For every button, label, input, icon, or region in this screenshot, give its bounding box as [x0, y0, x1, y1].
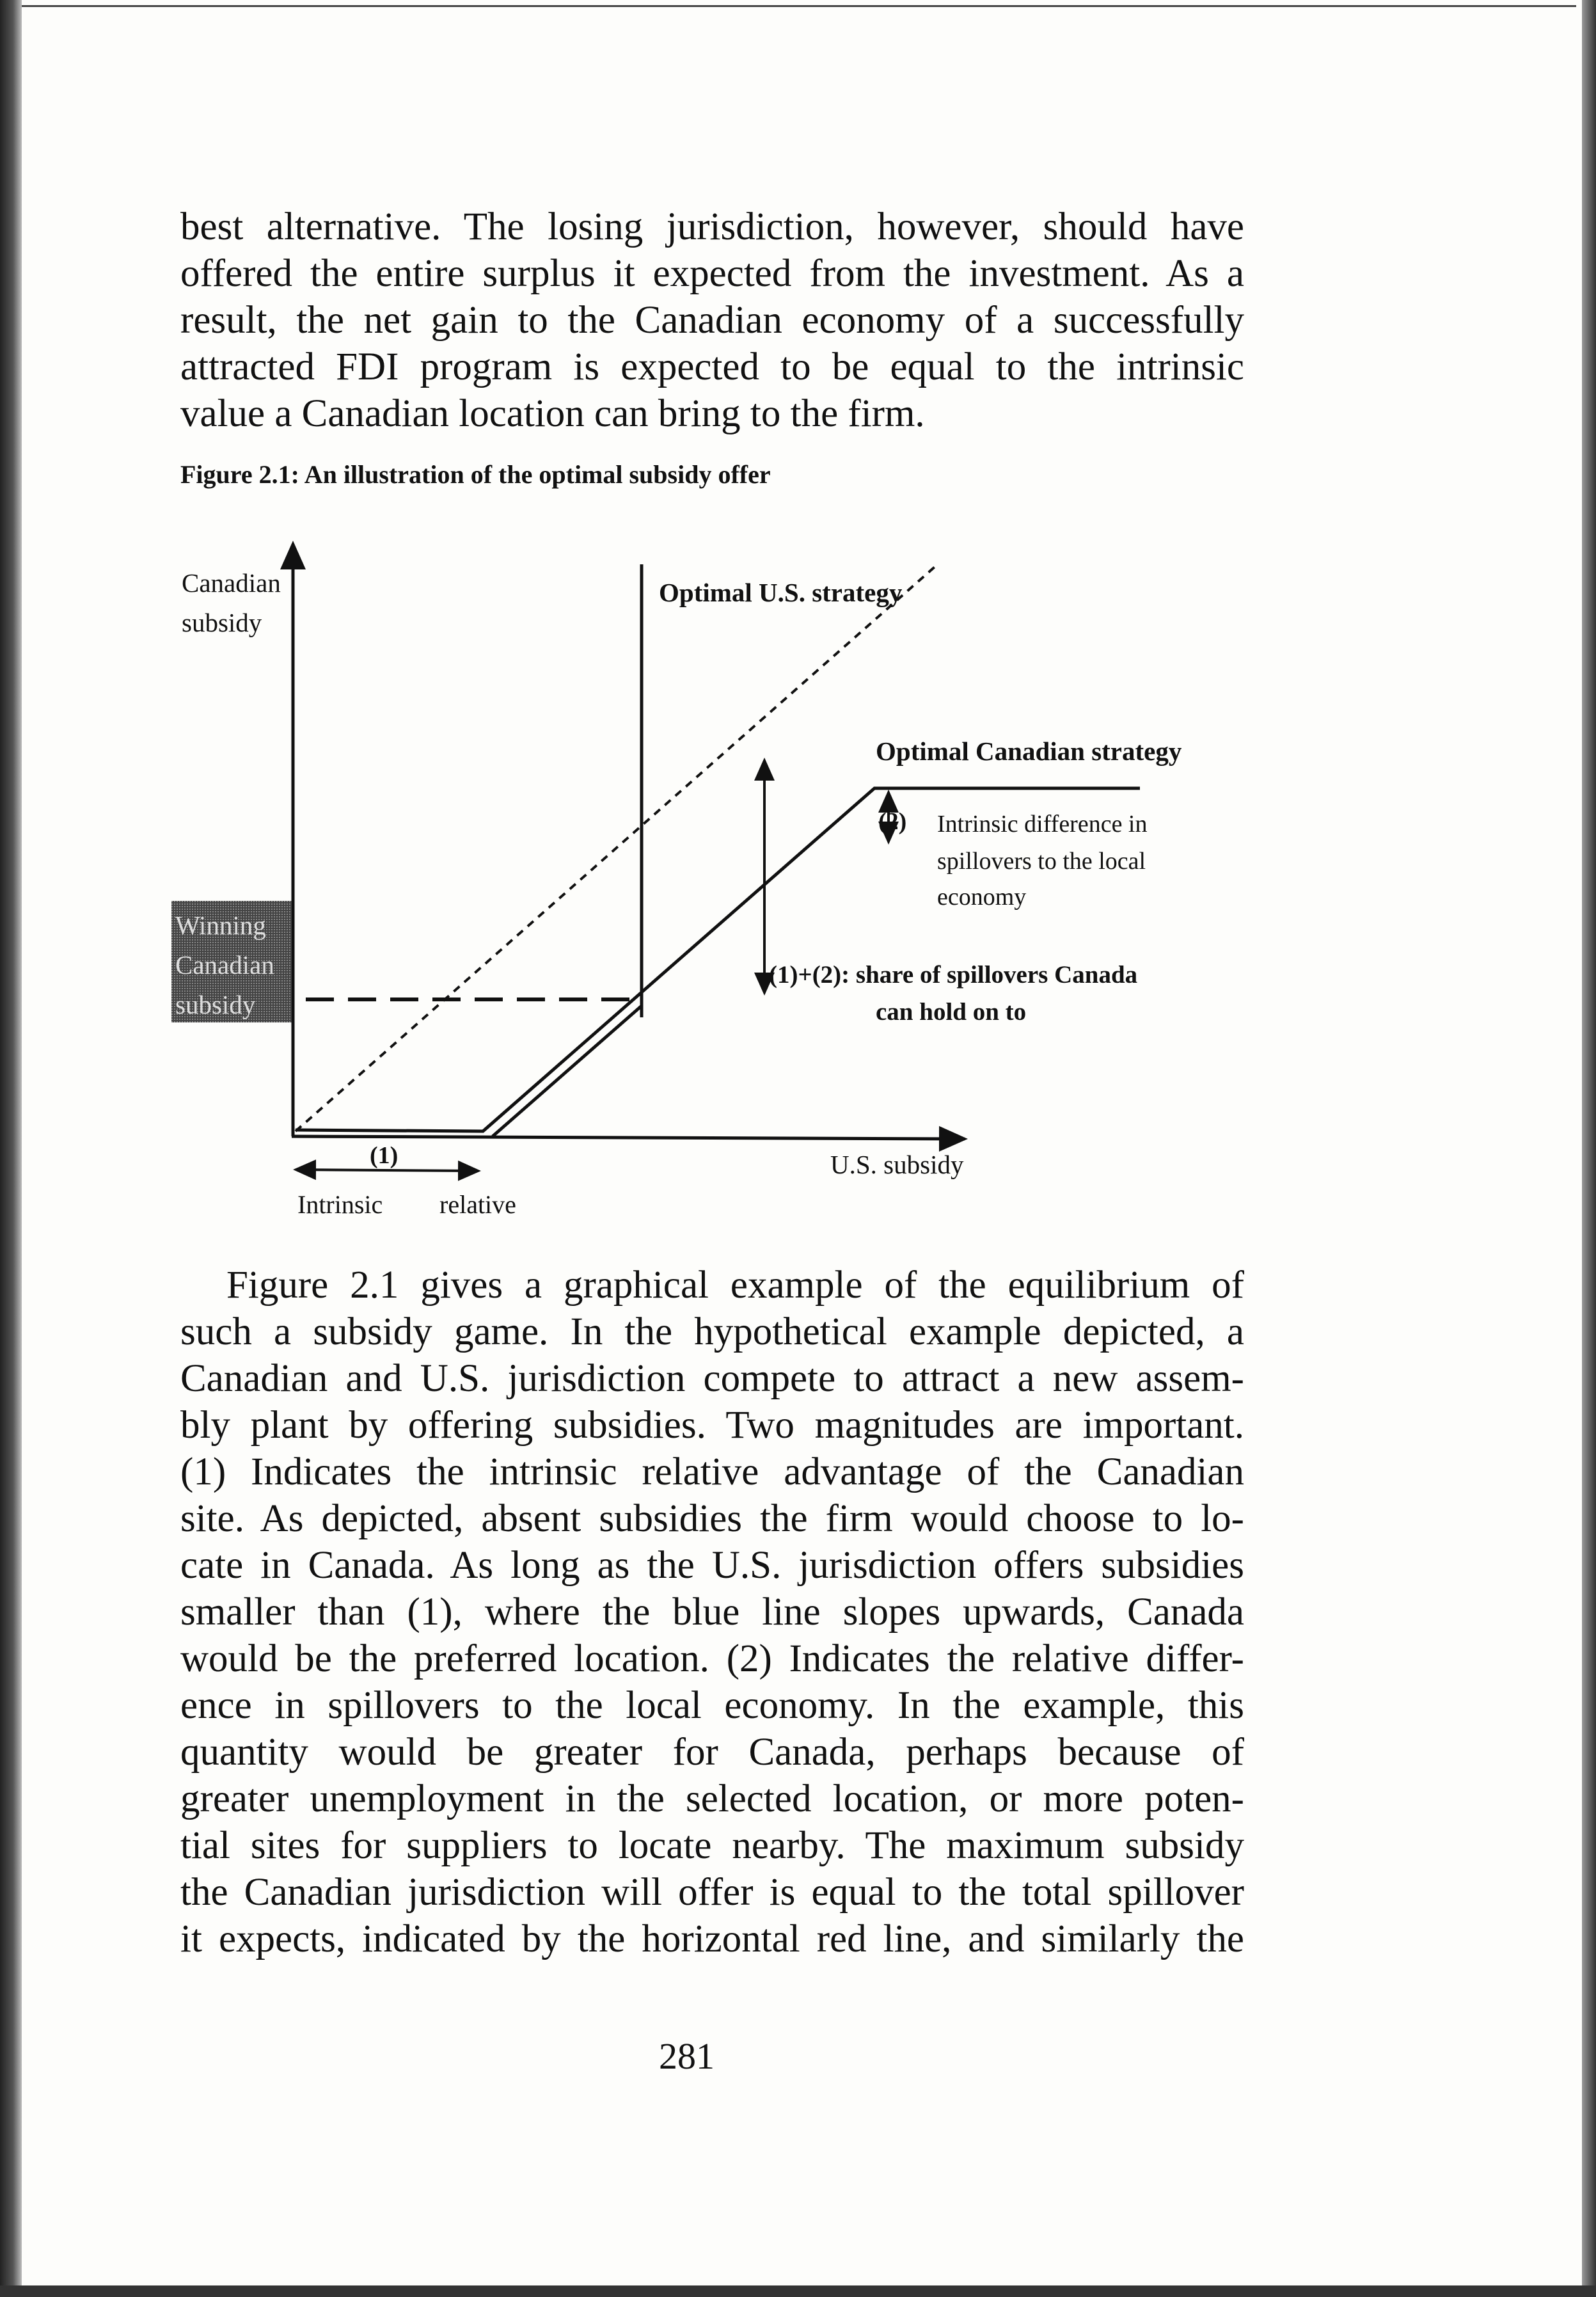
y-axis-label: Canadian	[182, 568, 281, 598]
y-axis-label-2: subsidy	[182, 608, 262, 637]
label-1-text-right: relative	[439, 1190, 516, 1219]
text-line: Canadian and U.S. jurisdiction compete t…	[180, 1357, 1244, 1400]
text-line: site. As depicted, absent subsidies the …	[180, 1497, 1244, 1540]
text-line: cate in Canada. As long as the U.S. juri…	[180, 1544, 1244, 1587]
text-line: tial sites for suppliers to locate nearb…	[180, 1824, 1244, 1867]
text-line: smaller than (1), where the blue line sl…	[180, 1591, 1244, 1633]
canadian-strategy-line	[295, 786, 1140, 1133]
text-line: bly plant by offering subsidies. Two mag…	[180, 1404, 1244, 1447]
label-1-text-left: Intrinsic	[297, 1190, 383, 1219]
page-binding-edge	[0, 0, 22, 2297]
paragraph-2: Figure 2.1 gives a graphical example of …	[180, 1262, 1244, 1962]
text-line: attracted FDI program is expected to be …	[180, 346, 1244, 388]
page-right-edge	[1582, 0, 1596, 2297]
winning-subsidy-box	[171, 901, 292, 1022]
text-line: the Canadian jurisdiction will offer is …	[180, 1871, 1244, 1914]
text-line: Figure 2.1 gives a graphical example of …	[226, 1264, 1244, 1307]
label-2-text-1: Intrinsic difference in	[937, 811, 1148, 838]
label-1: (1)	[370, 1142, 398, 1169]
text-line: offered the entire surplus it expected f…	[180, 252, 1244, 295]
text-line: would be the preferred location. (2) Ind…	[180, 1637, 1244, 1680]
winning-box-line3: subsidy	[175, 990, 256, 1019]
text-line: result, the net gain to the Canadian eco…	[180, 299, 1244, 342]
page-top-edge	[22, 5, 1576, 7]
label-2: (2)	[878, 808, 906, 835]
text-line: it expects, indicated by the horizontal …	[180, 1918, 1244, 1960]
us-strategy-diagonal	[491, 1005, 643, 1138]
text-line: value a Canadian location can bring to t…	[180, 392, 925, 435]
label-1-2-line1: (1)+(2): share of spillovers Canada	[769, 961, 1137, 989]
x-axis	[291, 1125, 968, 1152]
text-line: such a subsidy game. In the hypothetical…	[180, 1310, 1244, 1353]
label-2-text-3: economy	[937, 884, 1026, 910]
label-1-2-line2: can hold on to	[876, 998, 1026, 1026]
us-strategy-label: Optimal U.S. strategy	[659, 578, 903, 607]
page-bottom-edge	[0, 2285, 1596, 2297]
text-line: ence in spillovers to the local economy.…	[180, 1684, 1244, 1727]
page-number: 281	[659, 2035, 715, 2077]
text-line: greater unemployment in the selected loc…	[180, 1777, 1244, 1820]
label-2-text-2: spillovers to the local	[937, 848, 1146, 875]
canadian-strategy-label: Optimal Canadian strategy	[876, 736, 1182, 766]
winning-box-line2: Canadian	[175, 950, 274, 980]
text-line: (1) Indicates the intrinsic relative adv…	[180, 1451, 1244, 1493]
text-line: best alternative. The losing jurisdictio…	[180, 205, 1244, 248]
intrinsic-advantage-arrow	[293, 1159, 481, 1181]
winning-box-line1: Winning	[175, 910, 266, 940]
diagonal-dotted-line	[294, 562, 940, 1133]
x-axis-label: U.S. subsidy	[830, 1150, 964, 1179]
paragraph-1: best alternative. The losing jurisdictio…	[180, 203, 1244, 437]
figure-caption: Figure 2.1: An illustration of the optim…	[180, 460, 771, 489]
text-line: quantity would be greater for Canada, pe…	[180, 1731, 1244, 1774]
